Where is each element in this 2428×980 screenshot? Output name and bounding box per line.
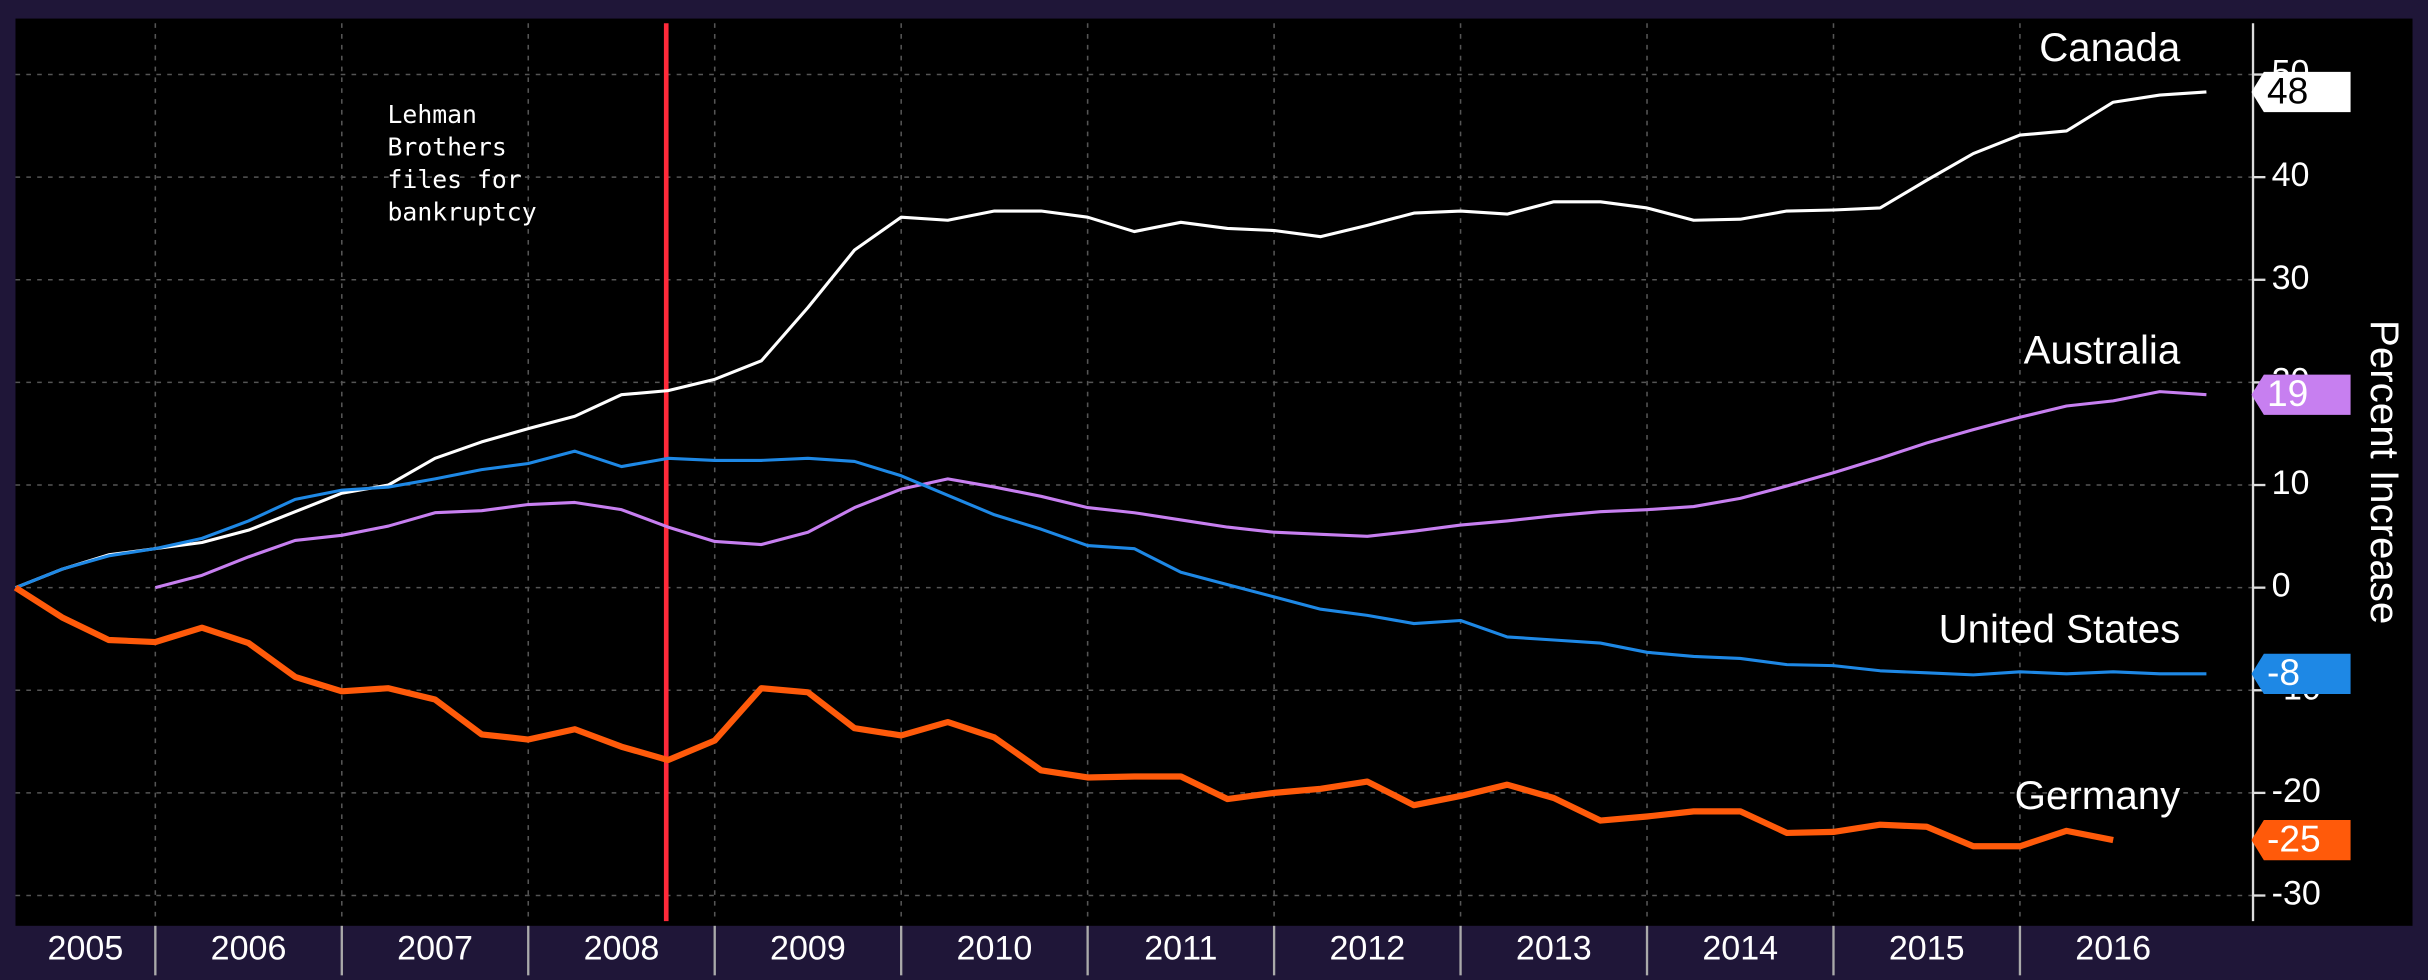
x-tick-label: 2016 bbox=[2075, 930, 2151, 968]
annotation-text: files for bbox=[388, 165, 522, 194]
plot-background bbox=[15, 18, 2413, 926]
x-tick-label: 2005 bbox=[48, 930, 124, 968]
line bbox=[13, 585, 2114, 850]
value-flag bbox=[2251, 374, 2351, 415]
annotation-text: Lehman bbox=[388, 100, 477, 129]
series-label: Germany bbox=[2015, 773, 2181, 818]
y-tick-label: 10 bbox=[2272, 464, 2310, 502]
value-flag bbox=[2251, 653, 2351, 694]
value-flag bbox=[2251, 819, 2351, 861]
x-tick-label: 2015 bbox=[1889, 930, 1965, 968]
value-label: 48 bbox=[2267, 69, 2308, 111]
x-tick-label: 2013 bbox=[1516, 930, 1592, 968]
y-tick-label: 0 bbox=[2272, 567, 2291, 605]
x-tick-label: 2008 bbox=[584, 930, 660, 968]
x-tick-label: 2009 bbox=[770, 930, 846, 968]
x-tick-label: 2011 bbox=[1144, 930, 1217, 968]
y-tick-label: -20 bbox=[2272, 772, 2321, 810]
line bbox=[154, 390, 2207, 590]
x-tick-label: 2010 bbox=[957, 930, 1033, 968]
x-tick-label: 2007 bbox=[397, 930, 473, 968]
value-label: -25 bbox=[2267, 817, 2321, 859]
line bbox=[14, 449, 2207, 677]
x-tick-label: 2012 bbox=[1329, 930, 1405, 968]
value-label: 19 bbox=[2267, 372, 2308, 414]
series-label: United States bbox=[1939, 607, 2181, 652]
x-tick-label: 2014 bbox=[1702, 930, 1778, 968]
annotation-text: bankruptcy bbox=[388, 198, 537, 227]
y-tick-label: 40 bbox=[2272, 156, 2310, 194]
series-label: Australia bbox=[2024, 328, 2181, 373]
value-label: -8 bbox=[2267, 651, 2300, 693]
y-tick-label: -30 bbox=[2272, 875, 2321, 913]
value-flag bbox=[2251, 71, 2351, 113]
y-axis-label: Percent Increase bbox=[2362, 320, 2407, 624]
y-tick-label: 30 bbox=[2272, 259, 2310, 297]
series-label: Canada bbox=[2039, 25, 2181, 70]
annotation-text: Brothers bbox=[388, 133, 507, 162]
x-tick-label: 2006 bbox=[211, 930, 287, 968]
